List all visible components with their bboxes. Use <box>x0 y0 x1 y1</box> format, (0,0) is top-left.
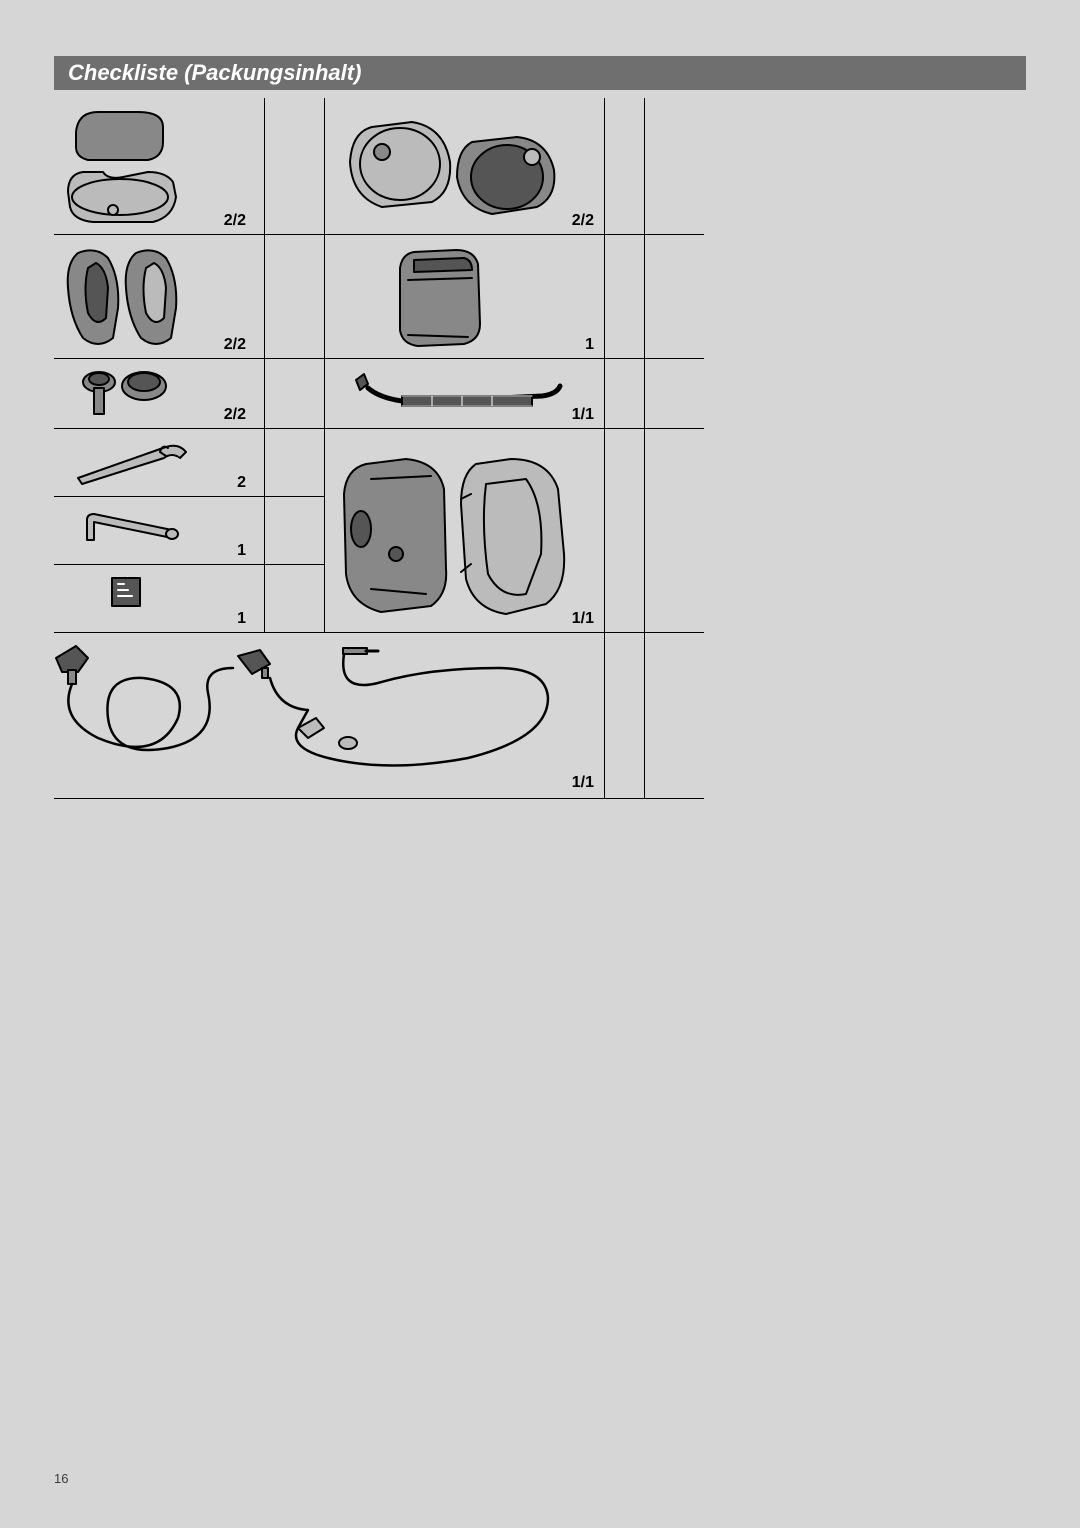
qty-left-1: 2/2 <box>206 212 246 230</box>
part-strap <box>342 366 572 427</box>
qty-right-1: 2/2 <box>554 212 594 230</box>
grid-line <box>54 358 324 359</box>
grid-line <box>54 234 324 235</box>
part-sticker <box>110 576 144 615</box>
part-cover-block <box>384 240 504 359</box>
grid-line <box>324 428 704 429</box>
section-title: Checkliste (Packungsinhalt) <box>68 60 361 86</box>
grid-line <box>644 98 645 798</box>
part-cable-set <box>48 638 588 803</box>
grid-line <box>264 98 265 632</box>
grid-line <box>54 798 704 799</box>
qty-right-4: 1/1 <box>554 610 594 628</box>
section-title-bar: Checkliste (Packungsinhalt) <box>54 56 1026 90</box>
part-knob-bolt <box>74 364 184 427</box>
grid-line <box>54 428 324 429</box>
grid-line <box>54 564 324 565</box>
part-hex-key <box>72 502 192 563</box>
qty-right-3: 1/1 <box>554 406 594 424</box>
grid-line <box>324 358 704 359</box>
qty-right-2: 1 <box>554 336 594 354</box>
qty-left-5: 1 <box>206 542 246 560</box>
part-body-shell <box>326 434 584 633</box>
qty-left-3: 2/2 <box>206 406 246 424</box>
part-cap-pair <box>58 102 200 235</box>
grid-line <box>324 234 704 235</box>
qty-left-2: 2/2 <box>206 336 246 354</box>
grid-line <box>54 496 324 497</box>
grid-line <box>54 632 324 633</box>
qty-left-6: 1 <box>206 610 246 628</box>
part-disc-housing <box>332 102 576 235</box>
grid-line <box>324 98 325 632</box>
qty-left-4: 2 <box>206 474 246 492</box>
part-wrench <box>68 434 198 495</box>
part-clamp-pair <box>58 238 200 359</box>
qty-bottom: 1/1 <box>554 774 594 792</box>
page-number: 16 <box>54 1471 68 1486</box>
grid-line <box>604 98 605 798</box>
grid-line <box>324 632 704 633</box>
